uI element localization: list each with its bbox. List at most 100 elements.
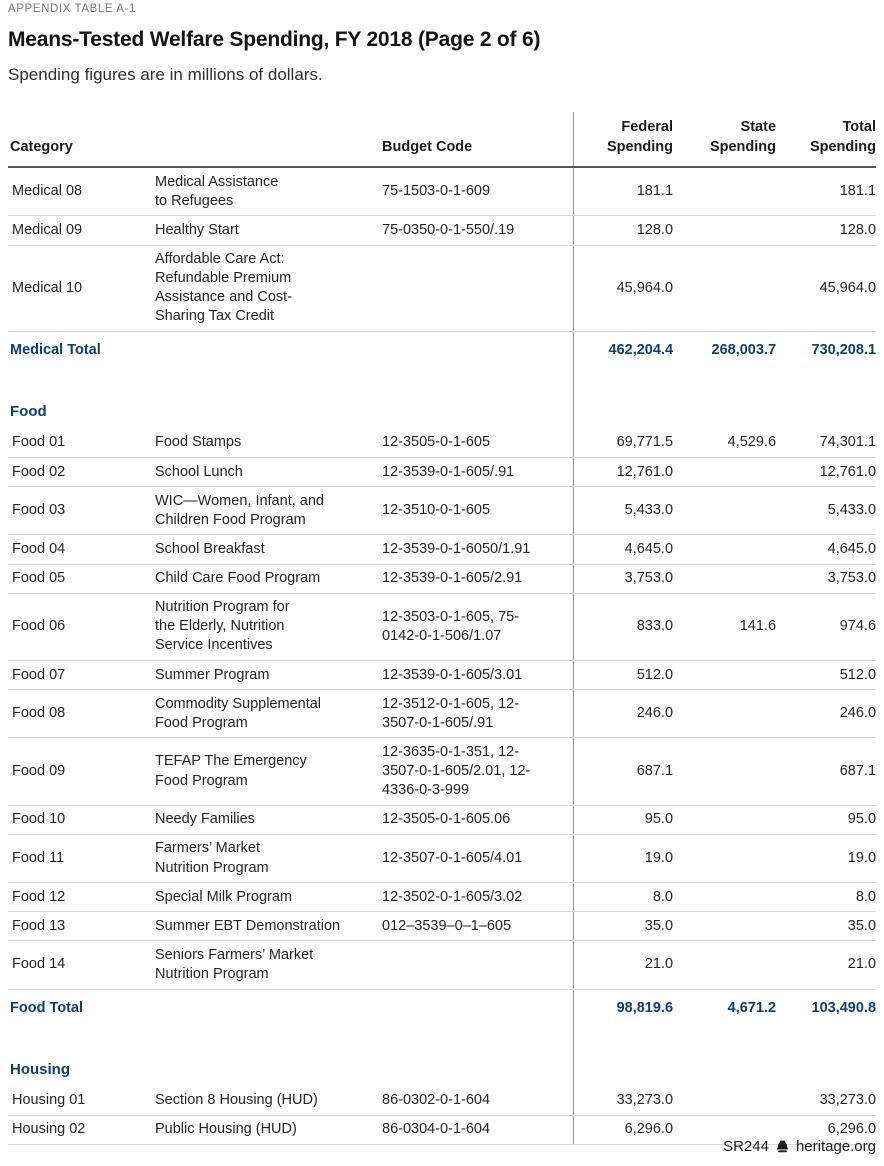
section-total-row: Medical Total 462,204.4 268,003.7 730,208.1	[8, 331, 877, 370]
table-row: Food 08 Commodity Supplemental Food Progr…	[8, 689, 877, 739]
cell-program: Medical Assistance to Refugees	[153, 167, 381, 217]
cell-federal-spending: 687.1	[572, 737, 674, 806]
cell-program: School Lunch	[153, 457, 381, 488]
cell-total-spending: 512.0	[776, 660, 877, 691]
cell-federal-spending: 69,771.5	[572, 428, 674, 459]
section-title: Housing	[10, 1060, 70, 1078]
cell-state-spending	[673, 167, 777, 217]
cell-program: Public Housing (HUD)	[153, 1115, 381, 1145]
cell-budget-code: 12-3505-0-1-605	[380, 428, 574, 459]
cell-state-spending: 4,529.6	[673, 428, 777, 459]
cell-category: Food 02	[8, 457, 153, 488]
spending-table: Category Budget Code Federal Spending St…	[8, 112, 877, 1145]
col-header-federal-spending: Federal Spending	[572, 112, 674, 168]
total-federal-spending: 98,819.6	[572, 989, 674, 1027]
table-row: Food 14 Seniors Farmers’ Market Nutrition…	[8, 940, 877, 990]
appendix-label: APPENDIX TABLE A-1	[8, 3, 136, 15]
cell-category: Food 05	[8, 564, 153, 594]
table-row: Food 03 WIC—Women, Infant, and Children F…	[8, 486, 877, 536]
cell-state-spending	[673, 834, 777, 884]
cell-federal-spending: 21.0	[572, 940, 674, 990]
cell-federal-spending: 3,753.0	[572, 564, 674, 594]
cell-total-spending: 128.0	[776, 215, 877, 246]
cell-category: Medical 09	[8, 215, 153, 246]
table-row: Medical 08 Medical Assistance to Refugees…	[8, 167, 877, 217]
cell-program: Nutrition Program for the Elderly, Nutri…	[153, 593, 381, 662]
cell-total-spending: 21.0	[776, 940, 877, 990]
table-row: Housing 02 Public Housing (HUD) 86-0304-0-…	[8, 1115, 877, 1145]
table-row: Medical 09 Healthy Start 75-0350-0-1-550/.…	[8, 215, 877, 246]
cell-program: Commodity Supplemental Food Program	[153, 689, 381, 739]
total-total-spending: 103,490.8	[811, 999, 877, 1016]
table-row: Food 04 School Breakfast 12-3539-0-1-6050/…	[8, 534, 877, 565]
section-header-row: Housing	[8, 1026, 877, 1087]
cell-federal-spending: 8.0	[572, 882, 674, 913]
cell-state-spending	[673, 245, 777, 332]
col-header-state-spending: State Spending	[709, 119, 777, 155]
col-header-total-spending: Total Spending	[809, 119, 877, 155]
cell-total-spending: 6,296.0	[776, 1115, 877, 1145]
cell-federal-spending: 33,273.0	[572, 1086, 674, 1116]
table-row: Food 06 Nutrition Program for the Elderly…	[8, 593, 877, 662]
cell-state-spending	[673, 215, 777, 246]
cell-total-spending: 35.0	[776, 911, 877, 942]
cell-category: Food 10	[8, 805, 153, 835]
cell-category: Food 03	[8, 486, 153, 536]
cell-federal-spending: 12,761.0	[572, 457, 674, 488]
liberty-bell-icon	[775, 1139, 790, 1154]
cell-state-spending: 141.6	[673, 593, 777, 662]
cell-category: Medical 10	[8, 245, 153, 332]
cell-budget-code: 12-3539-0-1-605/.91	[380, 457, 574, 488]
cell-category: Food 12	[8, 882, 153, 913]
cell-state-spending	[673, 486, 777, 536]
cell-budget-code: 12-3512-0-1-605, 12- 3507-0-1-605/.91	[380, 689, 574, 739]
cell-budget-code: 12-3502-0-1-605/3.02	[380, 882, 574, 913]
cell-budget-code: 012–3539–0–1–605	[380, 911, 574, 942]
table-row: Food 13 Summer EBT Demonstration 012–3539–…	[8, 911, 877, 942]
cell-program: School Breakfast	[153, 534, 381, 565]
cell-program: Needy Families	[153, 805, 381, 835]
cell-category: Food 04	[8, 534, 153, 565]
cell-program: Summer EBT Demonstration	[153, 911, 381, 942]
table-row: Food 07 Summer Program 12-3539-0-1-605/3.0…	[8, 660, 877, 691]
cell-state-spending	[673, 882, 777, 913]
table-row: Food 05 Child Care Food Program 12-3539-0-…	[8, 564, 877, 594]
cell-program: Section 8 Housing (HUD)	[153, 1086, 381, 1116]
cell-federal-spending: 4,645.0	[572, 534, 674, 565]
cell-budget-code: 12-3505-0-1-605.06	[380, 805, 574, 835]
cell-state-spending	[673, 940, 777, 990]
cell-federal-spending: 128.0	[572, 215, 674, 246]
table-row: Food 09 TEFAP The Emergency Food Program 1…	[8, 737, 877, 806]
cell-federal-spending: 19.0	[572, 834, 674, 884]
heritage-link[interactable]: heritage.org	[795, 1138, 876, 1155]
cell-budget-code	[380, 940, 574, 990]
section-total-row: Food Total 98,819.6 4,671.2 103,490.8	[8, 989, 876, 1027]
cell-category: Housing 01	[8, 1086, 153, 1116]
cell-state-spending	[673, 911, 777, 942]
cell-federal-spending: 181.1	[572, 167, 674, 217]
cell-category: Food 01	[8, 428, 153, 459]
table-row: Food 02 School Lunch 12-3539-0-1-605/.91 12…	[8, 457, 877, 488]
cell-budget-code	[380, 245, 574, 332]
cell-program: Farmers’ Market Nutrition Program	[153, 834, 381, 884]
cell-budget-code: 75-1503-0-1-609	[380, 167, 574, 217]
total-total-spending: 730,208.1	[811, 342, 877, 358]
section-header-row: Food	[8, 369, 877, 429]
section-title: Food	[10, 403, 47, 421]
cell-budget-code: 12-3510-0-1-605	[380, 486, 574, 536]
total-state-spending: 268,003.7	[711, 342, 777, 358]
cell-budget-code: 86-0304-0-1-604	[380, 1115, 574, 1145]
total-label: Medical Total	[10, 342, 101, 358]
cell-budget-code: 12-3539-0-1-605/3.01	[380, 660, 574, 691]
cell-program: Child Care Food Program	[153, 564, 381, 594]
cell-category: Food 13	[8, 911, 153, 942]
col-header-category: Category	[10, 138, 73, 155]
cell-state-spending	[673, 1086, 777, 1116]
cell-budget-code: 12-3539-0-1-6050/1.91	[380, 534, 574, 565]
cell-program: TEFAP The Emergency Food Program	[153, 737, 381, 806]
table-body: Medical 08 Medical Assistance to Refugees…	[8, 167, 877, 1145]
cell-state-spending	[673, 534, 777, 565]
table-row: Housing 01 Section 8 Housing (HUD) 86-0302…	[8, 1086, 877, 1116]
cell-category: Housing 02	[8, 1115, 153, 1145]
